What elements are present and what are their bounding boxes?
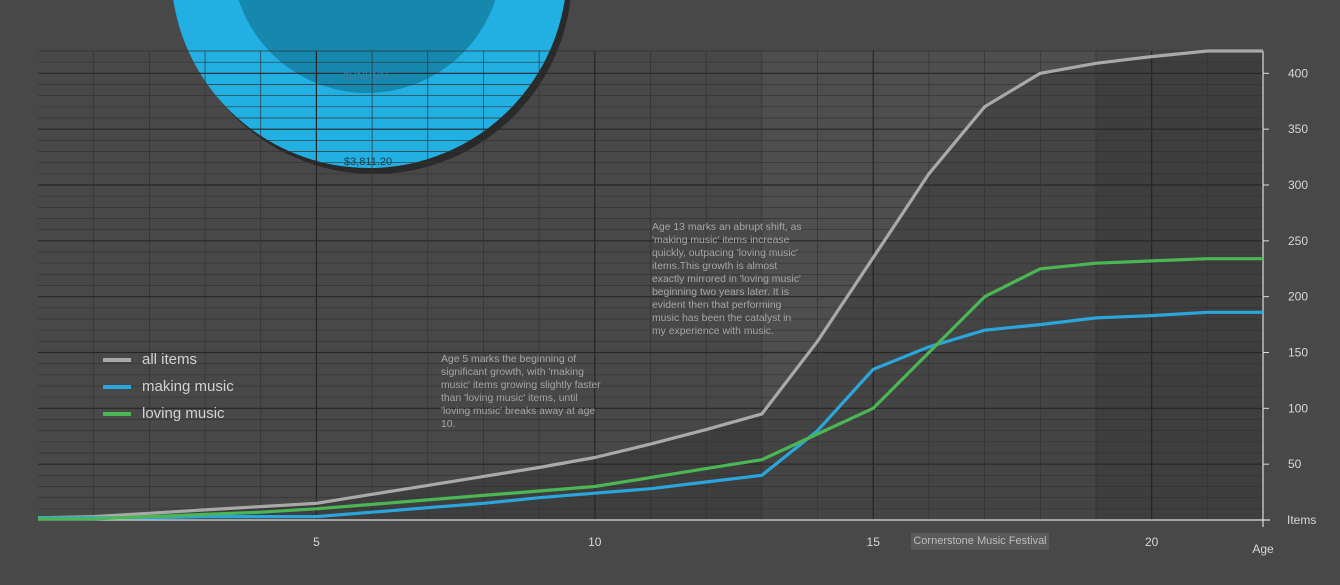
y-tick-label: 400 [1288,66,1308,80]
y-tick-label: 100 [1288,401,1308,415]
annotation-age-13: Age 13 marks an abrupt shift, as 'making… [652,222,802,337]
donut-inner-label: $UNKNN [343,71,389,83]
y-tick-label: 350 [1288,122,1308,136]
donut-outer-label: $3,811.20 [344,156,393,168]
series-line-all-items [37,49,1263,520]
donut-chart-fragment [173,0,571,174]
annotation-age-5: Age 5 marks the beginning of significant… [441,354,601,430]
x-axis-label: Age [1252,542,1274,556]
y-axis-label: Items [1287,513,1316,527]
legend-item-all-items: all items [103,346,234,373]
donut-inner-disc [238,0,496,93]
y-tick-label: 250 [1288,234,1308,248]
x-tick-label: 20 [1145,535,1159,549]
series-line-making-music [38,310,1263,520]
x-tick-label: 15 [867,535,881,549]
chart-tick-labels: 50 100 150 200 250 300 350 400 5 10 15 20 Items Age [313,66,1316,556]
y-tick-label: 200 [1288,290,1308,304]
x-tick-label: 5 [313,535,320,549]
y-tick-label: 150 [1288,346,1308,360]
x-tick-label: 10 [588,535,602,549]
legend-swatch-making-music [103,384,131,389]
chart-gridlines [38,50,1264,520]
chart-background-bands [38,51,1263,520]
y-tick-label: 50 [1288,457,1302,471]
legend-swatch-all-items [103,357,131,362]
chart-series [37,49,1263,521]
legend-label: making music [142,378,234,395]
legend-item-loving-music: loving music [103,400,234,427]
chart-axes [38,51,1270,527]
legend-label: loving music [142,405,225,422]
legend-swatch-loving-music [103,411,131,416]
chart-legend: all items making music loving music [103,346,234,427]
series-line-loving-music [38,257,1263,521]
legend-item-making-music: making music [103,373,234,400]
highlight-label-festival: Cornerstone Music Festival [911,533,1049,550]
area-under-all-items [38,51,1263,520]
legend-label: all items [142,351,198,368]
y-tick-label: 300 [1288,178,1308,192]
